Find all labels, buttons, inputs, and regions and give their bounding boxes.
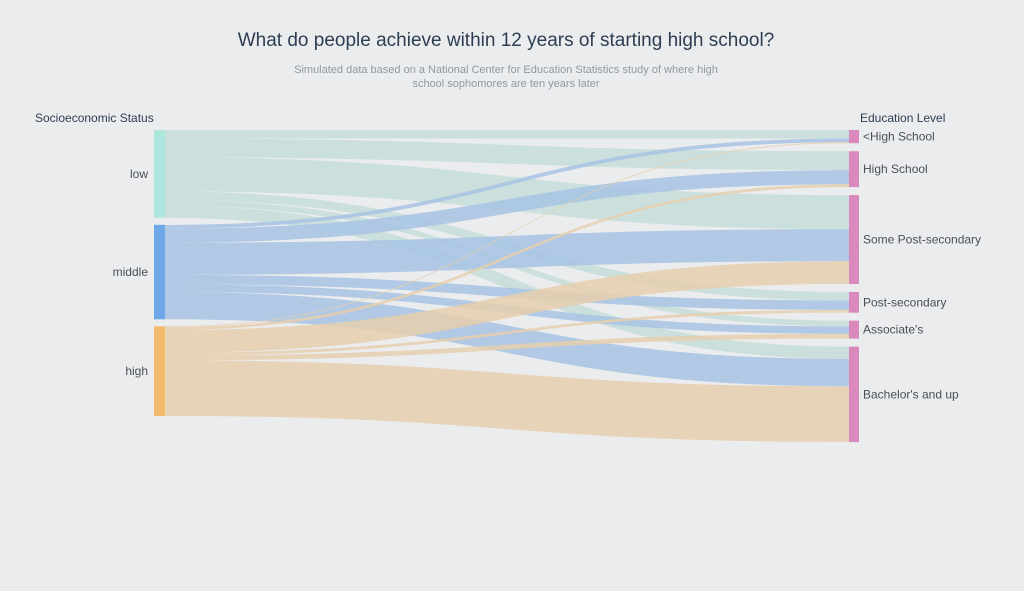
node-some-post-secondary[interactable] (849, 195, 859, 284)
link-middle-to-bachelor-s-and-up[interactable] (165, 291, 849, 387)
link-low-to-bachelor-s-and-up[interactable] (165, 205, 849, 359)
node-middle[interactable] (154, 224, 165, 320)
link-middle-to-post-secondary[interactable] (165, 274, 849, 310)
node-label-middle: middle (113, 265, 149, 279)
link-high-to-post-secondary[interactable] (165, 309, 849, 356)
node-low[interactable] (154, 130, 165, 218)
link-high-to-bachelor-s-and-up[interactable] (165, 360, 849, 443)
link-middle-to-some-post-secondary[interactable] (165, 229, 849, 275)
node-bachelor-s-and-up[interactable] (849, 346, 859, 443)
sankey-labels: low middle high <High School High School Some… (113, 130, 981, 402)
link-high-to-some-post-secondary[interactable] (165, 261, 849, 353)
node-label-low: low (130, 167, 148, 181)
node-high-school[interactable] (849, 151, 859, 188)
link-high-to-associate-s[interactable] (165, 333, 849, 361)
node-label-post-secondary: Post-secondary (863, 295, 946, 309)
node-label-associate-s: Associate's (863, 323, 923, 337)
sankey-nodes (154, 130, 859, 443)
node-associate-s[interactable] (849, 320, 859, 339)
node-label-high: high (125, 364, 148, 378)
node-label-bachelor-s-and-up: Bachelor's and up (863, 387, 959, 401)
link-high-to--high-school[interactable] (165, 142, 849, 328)
target-axis-title: Education Level (860, 111, 946, 125)
node--high-school[interactable] (849, 130, 859, 144)
node-post-secondary[interactable] (849, 291, 859, 313)
link-high-to-high-school[interactable] (165, 184, 849, 331)
sankey-links (165, 130, 849, 443)
source-axis-title: Socioeconomic Status (35, 111, 154, 125)
chart-title: What do people achieve within 12 years o… (237, 30, 775, 51)
node-label--high-school: <High School (863, 130, 935, 144)
link-low-to--high-school[interactable] (165, 130, 849, 139)
node-label-high-school: High School (863, 162, 928, 176)
chart-subtitle: Simulated data based on a National Cente… (294, 64, 718, 90)
link-middle-to-high-school[interactable] (165, 170, 849, 243)
node-high[interactable] (154, 326, 165, 417)
link-low-to-some-post-secondary[interactable] (165, 157, 849, 230)
link-middle-to--high-school[interactable] (165, 138, 849, 229)
node-label-some-post-secondary: Some Post-secondary (863, 233, 981, 247)
